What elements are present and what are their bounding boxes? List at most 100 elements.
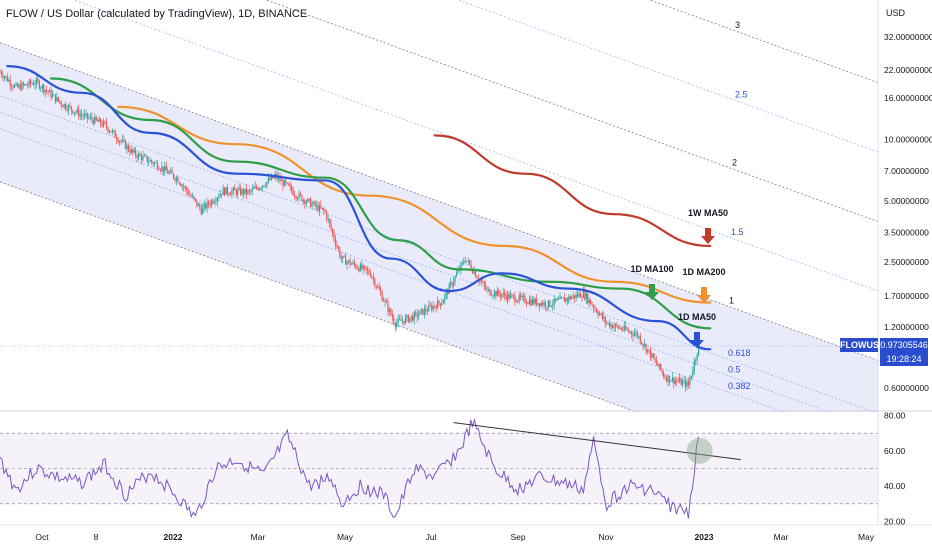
candle-body	[202, 207, 204, 214]
candle-body	[73, 112, 75, 114]
candle-body	[155, 162, 157, 164]
candle-body	[132, 149, 134, 153]
candle-body	[579, 293, 582, 298]
candle-body	[171, 170, 173, 174]
candle-body	[40, 88, 42, 89]
candle-body	[670, 380, 672, 382]
candle-body	[629, 331, 631, 333]
candle-body	[37, 78, 39, 82]
candle-body	[413, 312, 415, 321]
fib-level-label: 0.382	[728, 381, 751, 391]
candle-body	[183, 185, 185, 188]
candle-body	[79, 114, 81, 117]
candle-body	[121, 139, 124, 142]
candle-body	[127, 145, 129, 151]
candle-body	[632, 334, 634, 336]
candle-body	[104, 121, 106, 123]
candle-body	[359, 264, 361, 272]
candle-body	[170, 170, 172, 172]
candle-body	[467, 260, 469, 262]
candle-body	[556, 299, 558, 301]
candle-body	[490, 295, 493, 296]
price-tick-label: 7.00000000	[884, 166, 929, 176]
candle-body	[619, 327, 621, 329]
candle-body	[461, 261, 463, 264]
candle-body	[362, 265, 364, 270]
candle-body	[167, 170, 169, 174]
candle-body	[473, 271, 475, 274]
fib-level-label: 3	[735, 20, 740, 30]
candle-body	[116, 137, 118, 140]
candle-body	[97, 119, 99, 122]
candle-body	[438, 300, 440, 304]
candle-body	[534, 298, 536, 304]
candle-body	[451, 282, 453, 286]
candle-body	[315, 204, 318, 207]
candle-body	[520, 295, 522, 298]
candle-body	[547, 300, 549, 308]
candle-body	[238, 188, 240, 190]
candle-body	[38, 81, 40, 89]
candle-body	[34, 84, 36, 86]
price-tick-label: 16.00000000	[884, 93, 932, 103]
candle-body	[512, 294, 514, 296]
candle-body	[654, 357, 656, 360]
candle-body	[67, 105, 70, 111]
candle-body	[489, 289, 491, 296]
candle-body	[530, 299, 532, 305]
candle-body	[291, 186, 293, 191]
candle-body	[43, 85, 45, 93]
candle-body	[295, 196, 297, 199]
candle-body	[135, 149, 137, 156]
candle-body	[575, 294, 577, 299]
candle-body	[320, 205, 322, 209]
candle-body	[27, 85, 29, 87]
candle-body	[18, 84, 20, 88]
candle-body	[145, 155, 147, 157]
candle-body	[282, 179, 284, 187]
candle-body	[139, 153, 141, 156]
candle-body	[460, 263, 462, 271]
candle-body	[476, 276, 478, 279]
candle-body	[611, 324, 614, 329]
candle-body	[15, 83, 17, 85]
candle-body	[294, 195, 296, 197]
candle-body	[549, 300, 551, 307]
candle-body	[429, 305, 431, 306]
candle-body	[349, 260, 351, 265]
rsi-axis: 80.00 60.00 40.00 20.00	[884, 411, 906, 527]
candle-body	[687, 381, 689, 385]
candle-body	[471, 269, 474, 274]
candle-body	[600, 313, 602, 315]
candle-body	[560, 296, 563, 298]
candle-body	[393, 317, 395, 324]
candle-body	[415, 312, 417, 314]
candle-body	[165, 166, 167, 171]
candle-body	[557, 298, 560, 300]
candle-body	[212, 200, 214, 204]
candle-body	[614, 324, 617, 327]
candle-body	[689, 379, 691, 385]
time-tick-label: Sep	[510, 532, 525, 542]
candle-body	[13, 84, 16, 88]
candle-body	[280, 179, 283, 182]
candle-body	[463, 261, 465, 263]
candle-body	[364, 265, 366, 268]
candle-body	[447, 290, 449, 294]
candle-body	[620, 327, 622, 330]
candle-body	[54, 94, 57, 102]
fib-channel-fill	[0, 42, 878, 500]
candle-body	[44, 90, 46, 93]
candle-body	[194, 198, 197, 201]
candle-body	[639, 335, 641, 343]
candle-body	[582, 290, 584, 298]
candle-body	[288, 183, 290, 186]
candle-body	[270, 175, 272, 180]
candle-body	[502, 292, 504, 295]
candle-body	[120, 140, 122, 142]
fib-level-label: 2	[732, 158, 737, 168]
candle-body	[231, 190, 233, 195]
candle-body	[536, 298, 538, 305]
candle-body	[527, 303, 529, 305]
